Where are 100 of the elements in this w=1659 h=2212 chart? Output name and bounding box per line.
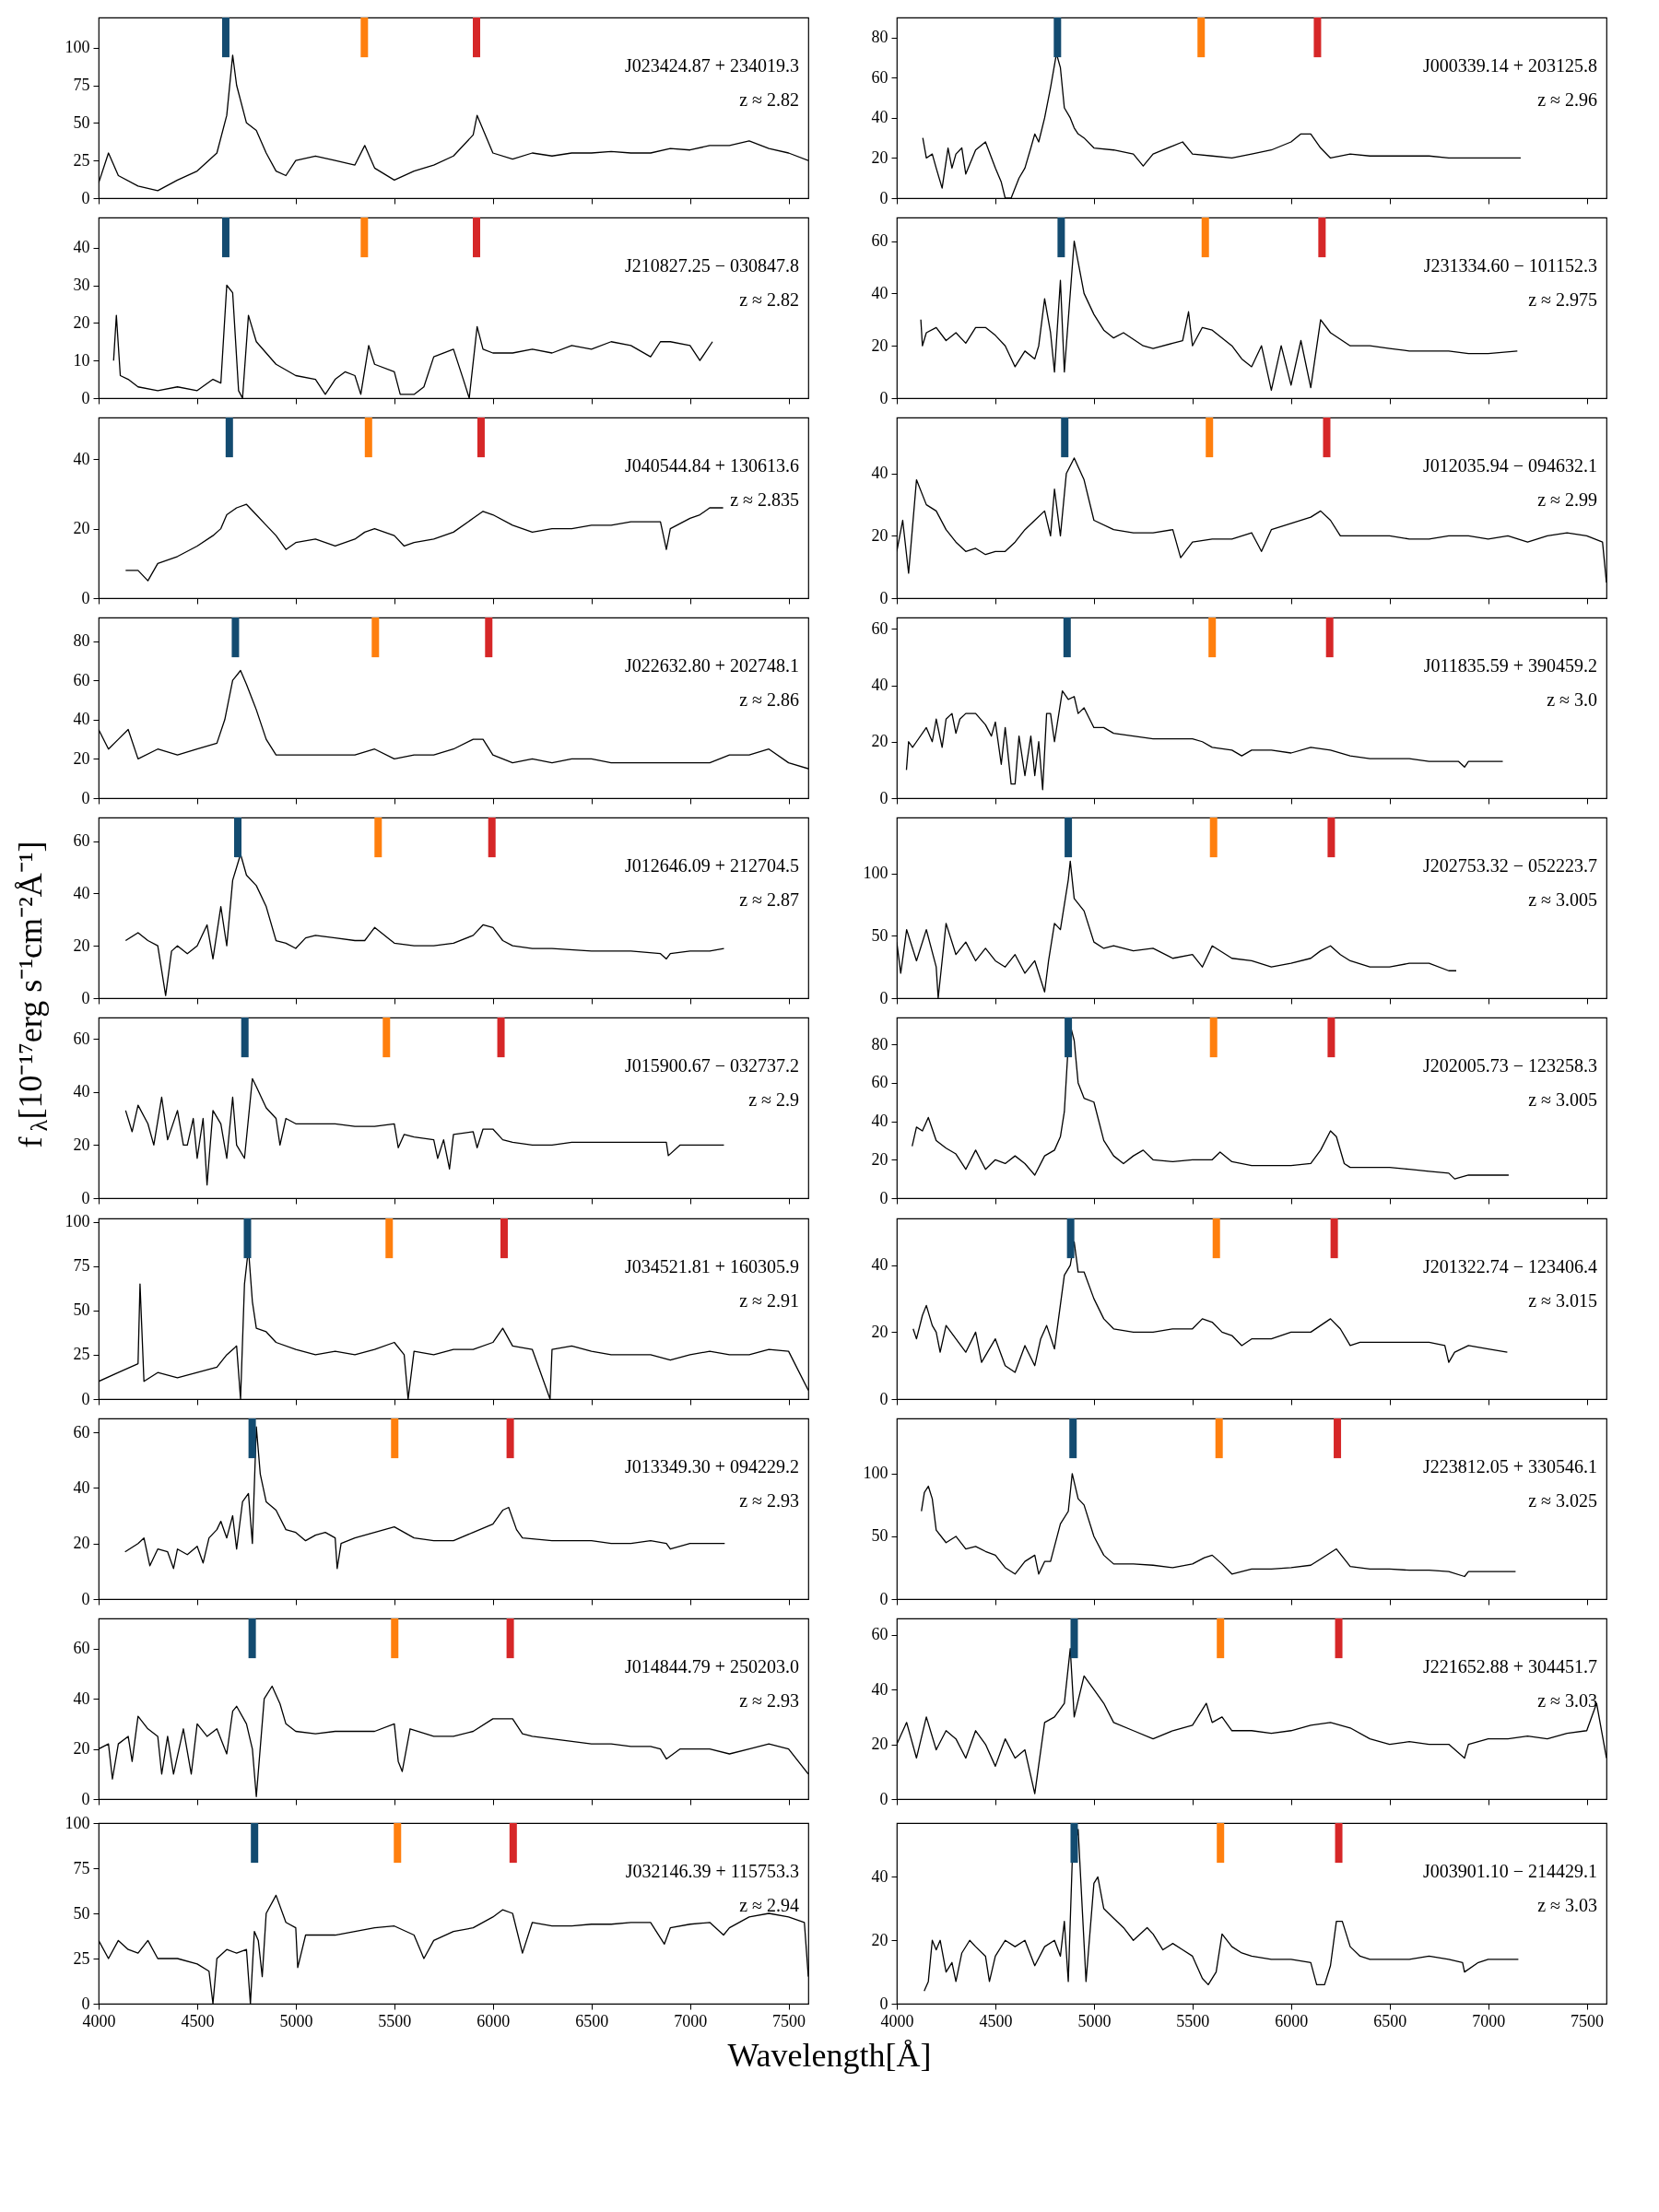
annotation: J221652.88 + 304451.7 xyxy=(1422,1655,1597,1677)
annotation: z ≈ 2.835 xyxy=(730,489,799,511)
annotation: J012035.94 − 094632.1 xyxy=(1422,454,1597,476)
x-tick-label: 5000 xyxy=(279,2011,313,2030)
y-tick-label: 50 xyxy=(73,112,90,132)
annotation: z ≈ 3.005 xyxy=(1528,1089,1597,1111)
y-tick-label: 0 xyxy=(879,1188,888,1207)
y-tick-label: 0 xyxy=(879,1994,888,2013)
annotation: J012646.09 + 212704.5 xyxy=(624,854,799,876)
x-tick-label: 6000 xyxy=(477,2011,511,2030)
annotation: z ≈ 3.03 xyxy=(1537,1895,1597,1916)
y-tick-label: 0 xyxy=(81,1994,90,2013)
y-tick-label: 60 xyxy=(871,618,888,638)
y-tick-label: 60 xyxy=(73,1029,90,1048)
x-tick-label: 6500 xyxy=(1373,2011,1407,2030)
y-tick-label: 40 xyxy=(871,464,888,483)
y-tick-label: 25 xyxy=(73,1948,90,1968)
annotation: J014844.79 + 250203.0 xyxy=(624,1655,799,1677)
annotation: z ≈ 3.015 xyxy=(1528,1290,1597,1312)
y-tick-label: 100 xyxy=(863,1464,888,1483)
y-tick-label: 40 xyxy=(871,283,888,302)
annotation: z ≈ 2.82 xyxy=(739,289,799,311)
x-tick-label: 4000 xyxy=(880,2011,914,2030)
y-tick-label: 20 xyxy=(73,519,90,538)
annotation: z ≈ 2.93 xyxy=(739,1490,799,1512)
y-tick-label: 100 xyxy=(65,38,90,57)
y-tick-label: 75 xyxy=(73,1256,90,1276)
x-tick-label: 5000 xyxy=(1077,2011,1112,2030)
y-tick-label: 40 xyxy=(73,238,90,257)
y-tick-label: 0 xyxy=(81,1789,90,1808)
y-tick-label: 20 xyxy=(871,525,888,545)
y-tick-label: 0 xyxy=(879,988,888,1007)
annotation: z ≈ 2.975 xyxy=(1528,289,1597,311)
annotation: J223812.05 + 330546.1 xyxy=(1422,1455,1597,1477)
y-tick-label: 50 xyxy=(73,1903,90,1923)
x-tick-label: 6000 xyxy=(1275,2011,1309,2030)
annotation: z ≈ 2.94 xyxy=(739,1895,799,1916)
y-tick-label: 0 xyxy=(81,588,90,607)
y-tick-label: 40 xyxy=(871,1255,888,1275)
annotation: z ≈ 2.99 xyxy=(1537,489,1597,511)
y-tick-label: 0 xyxy=(81,1389,90,1408)
y-tick-label: 60 xyxy=(871,231,888,251)
annotation: J023424.87 + 234019.3 xyxy=(624,54,799,76)
y-tick-label: 0 xyxy=(81,1188,90,1207)
annotation: z ≈ 2.86 xyxy=(739,689,799,711)
annotation: z ≈ 3.005 xyxy=(1528,889,1597,911)
y-tick-label: 100 xyxy=(863,864,888,883)
y-tick-label: 20 xyxy=(871,1930,888,1949)
y-tick-label: 20 xyxy=(871,1322,888,1341)
y-tick-label: 0 xyxy=(879,188,888,207)
y-tick-label: 30 xyxy=(73,276,90,294)
y-tick-label: 60 xyxy=(871,67,888,87)
x-tick-label: 4500 xyxy=(979,2011,1013,2030)
x-axis-title: Wavelength[Å] xyxy=(727,2037,932,2074)
y-tick-label: 40 xyxy=(73,1477,90,1497)
annotation: J032146.39 + 115753.3 xyxy=(625,1860,799,1881)
y-tick-label: 0 xyxy=(81,988,90,1007)
y-tick-label: 10 xyxy=(73,350,90,370)
y-tick-label: 25 xyxy=(73,150,90,170)
y-tick-label: 40 xyxy=(73,883,90,902)
y-tick-label: 60 xyxy=(871,1073,888,1092)
y-tick-label: 40 xyxy=(73,1688,90,1708)
annotation: z ≈ 2.87 xyxy=(739,889,799,911)
y-tick-label: 20 xyxy=(871,1735,888,1754)
y-tick-label: 50 xyxy=(73,1300,90,1320)
y-tick-label: 20 xyxy=(73,935,90,955)
y-tick-label: 60 xyxy=(73,1639,90,1658)
y-tick-label: 50 xyxy=(871,1526,888,1546)
y-tick-label: 20 xyxy=(871,1149,888,1169)
y-tick-label: 0 xyxy=(81,1589,90,1608)
y-tick-label: 20 xyxy=(871,335,888,355)
y-tick-label: 60 xyxy=(73,670,90,689)
annotation: J015900.67 − 032737.2 xyxy=(624,1054,799,1076)
y-tick-label: 20 xyxy=(871,732,888,751)
annotation: J034521.81 + 160305.9 xyxy=(624,1255,799,1277)
annotation: z ≈ 3.03 xyxy=(1537,1690,1597,1712)
y-axis-title: fλ[10⁻¹⁷erg s⁻¹cm⁻²Å⁻¹] xyxy=(12,841,53,1148)
y-tick-label: 40 xyxy=(73,449,90,468)
y-tick-label: 40 xyxy=(73,710,90,729)
x-tick-label: 6500 xyxy=(575,2011,609,2030)
y-tick-label: 25 xyxy=(73,1345,90,1364)
annotation: z ≈ 2.96 xyxy=(1537,89,1597,111)
y-tick-label: 20 xyxy=(73,1534,90,1553)
annotation: z ≈ 3.0 xyxy=(1547,689,1597,711)
annotation: z ≈ 2.82 xyxy=(739,89,799,111)
annotation: J011835.59 + 390459.2 xyxy=(1423,654,1597,676)
x-tick-label: 7500 xyxy=(1571,2011,1605,2030)
annotation: J202753.32 − 052223.7 xyxy=(1422,854,1597,876)
annotation: J210827.25 − 030847.8 xyxy=(624,254,799,276)
y-tick-label: 0 xyxy=(81,188,90,207)
y-tick-label: 40 xyxy=(871,676,888,694)
y-tick-label: 0 xyxy=(81,788,90,807)
y-tick-label: 100 xyxy=(65,1212,90,1231)
annotation: J231334.60 − 101152.3 xyxy=(1423,254,1597,276)
x-tick-label: 7000 xyxy=(674,2011,708,2030)
y-tick-label: 20 xyxy=(871,147,888,167)
annotation: z ≈ 2.9 xyxy=(748,1089,799,1111)
x-tick-label: 4500 xyxy=(181,2011,215,2030)
annotation: J000339.14 + 203125.8 xyxy=(1422,54,1597,76)
y-tick-label: 80 xyxy=(871,28,888,47)
